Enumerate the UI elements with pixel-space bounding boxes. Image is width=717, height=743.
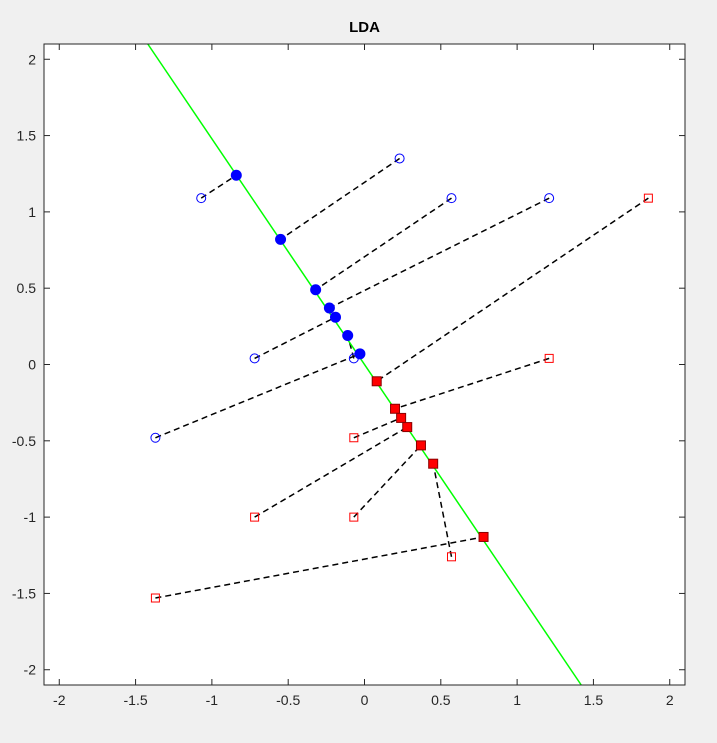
y-tick-label: -1.5	[12, 585, 36, 601]
class-b-point-4	[349, 512, 359, 522]
y-tick-label: 1.5	[17, 128, 37, 144]
connector-lines	[155, 157, 649, 599]
connector-b-6	[155, 536, 484, 599]
class-b-projection-2	[396, 412, 407, 423]
class-b-point-2	[349, 433, 359, 443]
chart-title: LDA	[349, 19, 380, 36]
x-tick-label: 0.5	[431, 692, 451, 708]
connector-b-0	[376, 197, 649, 382]
x-tick-label: -1.5	[124, 692, 148, 708]
class-a-point-4	[249, 353, 260, 364]
class-b-projection-5	[428, 458, 439, 469]
x-tick-label: 0	[361, 692, 369, 708]
axes: -2 -1.5 -1 -0.5 0 0.5 1 1.5 2 -2 -1.5 -1 -0.5 0 0.5 1 1.…	[12, 43, 686, 708]
connector-a-0	[200, 174, 237, 199]
class-b-point-3	[250, 512, 260, 522]
connector-b-2	[353, 417, 402, 439]
x-tick-label: -2	[53, 692, 66, 708]
class-a-projection-4	[330, 311, 342, 323]
class-a-projection-6	[354, 348, 366, 360]
connector-a-5	[346, 335, 355, 359]
class-b-point-5	[446, 552, 456, 562]
class-a-point-6	[150, 432, 161, 443]
y-tick-label: 0.5	[17, 280, 37, 296]
class-a-projection-1	[275, 233, 287, 245]
class-a-point-3	[544, 193, 555, 204]
connector-a-4	[254, 316, 336, 360]
class-b-point-0	[643, 193, 653, 203]
x-tick-label: -1	[206, 692, 219, 708]
x-tick-label: 1	[513, 692, 521, 708]
class-b-point-1	[544, 353, 554, 363]
y-tick-label: -1	[24, 509, 37, 525]
x-tick-label: 1.5	[584, 692, 604, 708]
y-tick-label: 1	[28, 204, 36, 220]
connector-a-1	[280, 157, 401, 240]
class-a-point-0	[196, 193, 207, 204]
class-a-point-1	[394, 153, 405, 164]
connector-b-1	[394, 357, 550, 410]
class-b-projection-1	[390, 403, 401, 414]
class-b-projection-3	[402, 422, 413, 433]
class-a-projection-5	[342, 330, 354, 342]
class-a-projection-3	[323, 302, 335, 314]
projection-line	[147, 43, 582, 686]
class-a-projection-0	[230, 169, 242, 181]
connector-b-5	[432, 463, 453, 557]
class-b-point-6	[150, 593, 160, 603]
connector-a-6	[155, 353, 361, 439]
x-tick-label: -0.5	[276, 692, 300, 708]
data-markers	[150, 153, 653, 603]
y-tick-label: -2	[24, 662, 37, 678]
class-b-projection-4	[415, 440, 426, 451]
connector-b-4	[353, 444, 422, 518]
y-tick-label: -0.5	[12, 433, 36, 449]
connector-a-3	[329, 197, 550, 309]
connector-a-2	[315, 197, 452, 291]
class-b-projection-6	[478, 531, 489, 542]
class-a-projection-2	[310, 284, 322, 296]
class-b-projection-0	[371, 376, 382, 387]
y-tick-label: 0	[28, 357, 36, 373]
x-tick-label: 2	[666, 692, 674, 708]
y-tick-label: 2	[28, 51, 36, 67]
class-a-point-2	[446, 193, 457, 204]
